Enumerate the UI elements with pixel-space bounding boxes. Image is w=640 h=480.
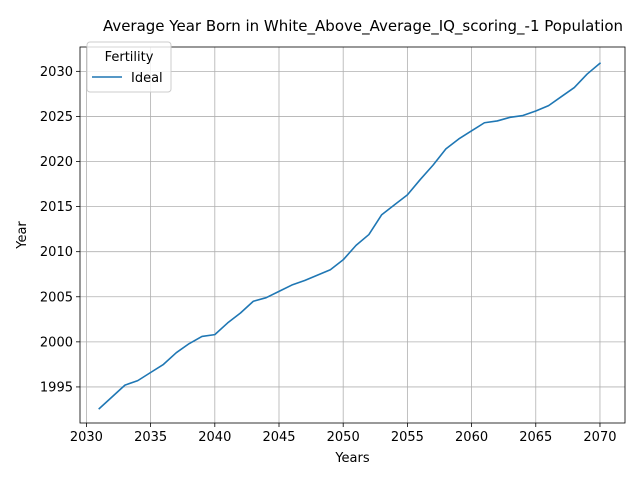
y-tick-label: 2010 [40, 245, 73, 260]
x-axis-label: Years [334, 451, 370, 466]
series-line-ideal [98, 62, 602, 410]
x-tick-label: 2040 [198, 430, 231, 445]
y-tick-label: 2005 [40, 290, 73, 305]
y-tick-label: 2025 [40, 110, 73, 125]
x-tick-label: 2070 [583, 430, 616, 445]
x-tick-label: 2030 [70, 430, 103, 445]
tick-marks [76, 70, 601, 427]
legend: Fertility Ideal [86, 41, 172, 93]
x-tick-label: 2060 [455, 430, 488, 445]
x-tick-label: 2035 [134, 430, 167, 445]
x-tick-label: 2050 [327, 430, 360, 445]
x-tick-label: 2065 [519, 430, 552, 445]
legend-box [86, 41, 172, 93]
y-tick-label: 2020 [40, 155, 73, 170]
x-tick-labels: 2030 2035 2040 2045 2050 2055 2060 2065 2070 [70, 430, 617, 445]
grid [80, 47, 625, 423]
y-tick-labels: 1995 2000 2005 2010 2015 2020 2025 2030 [40, 65, 73, 396]
legend-label-ideal: Ideal [131, 71, 163, 86]
y-tick-label: 2015 [40, 200, 73, 215]
chart-title: Average Year Born in White_Above_Average… [103, 17, 623, 36]
y-tick-label: 2000 [40, 335, 73, 350]
legend-title: Fertility [105, 50, 154, 65]
y-tick-label: 1995 [40, 380, 73, 395]
y-tick-label: 2030 [40, 65, 73, 80]
series-group [98, 62, 602, 410]
y-axis-label: Year [15, 221, 30, 250]
plot-frame [79, 46, 626, 424]
x-tick-label: 2055 [391, 430, 424, 445]
x-tick-label: 2045 [262, 430, 295, 445]
